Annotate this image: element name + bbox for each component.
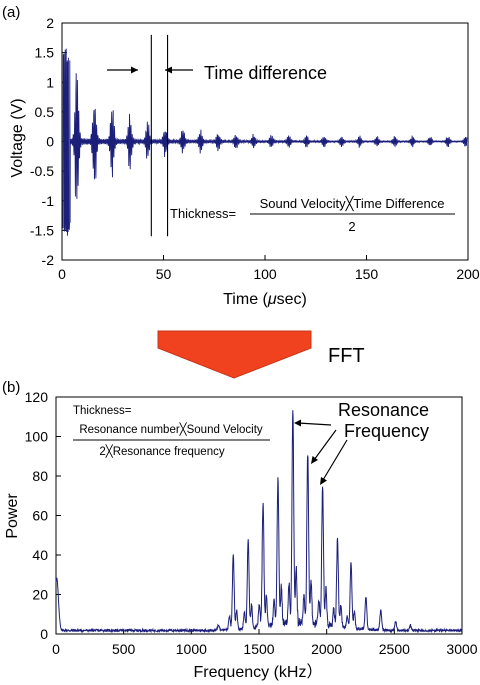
panel-a-y-ticks: -2 -1.5 -1 -0.5 0 0.5 1 1.5 2: [30, 15, 67, 268]
x-tick-label: 0: [58, 266, 66, 282]
formula-b-numerator: Resonance number╳Sound Velocity: [79, 421, 263, 436]
voltage-signal-line: [62, 48, 468, 236]
y-tick-label: 80: [32, 468, 48, 484]
y-tick-label: 2: [46, 15, 54, 31]
y-tick-label: -1: [42, 193, 55, 209]
arrow-down-left-icon: [311, 456, 318, 464]
panel-b-x-ticks: 0 500 1000 1500 2000 2500 3000: [52, 629, 478, 657]
panel-a-y-axis-label: Voltage (V): [9, 98, 26, 177]
formula-a-denominator: 2: [348, 219, 355, 234]
x-axis-label-mu: μ: [267, 291, 277, 308]
x-tick-label: 2500: [379, 641, 410, 657]
thickness-formula-b: Thickness= Resonance number╳Sound Veloci…: [73, 405, 270, 458]
y-tick-label: 0.5: [35, 104, 55, 120]
panel-a-x-axis-label: Time (μsec): [223, 291, 307, 308]
panel-b-y-axis-label: Power: [4, 493, 21, 539]
fft-arrow-icon: [157, 330, 312, 379]
x-tick-label: 150: [355, 266, 379, 282]
y-tick-label: 100: [25, 429, 49, 445]
y-tick-label: 0: [46, 134, 54, 150]
panel-b-spectrum: [55, 410, 463, 634]
y-tick-label: 60: [32, 508, 48, 524]
x-tick-label: 50: [156, 266, 172, 282]
arrow-right-icon: [131, 66, 138, 74]
arrow-left-icon: [294, 419, 301, 427]
time-difference-annotation: Time difference: [107, 63, 327, 83]
x-tick-label: 500: [112, 641, 136, 657]
arrow-left-icon: [165, 66, 172, 74]
power-spectrum-line: [55, 410, 463, 634]
x-tick-label: 0: [52, 641, 60, 657]
y-tick-label: 0: [40, 626, 48, 642]
y-tick-label: 20: [32, 587, 48, 603]
x-tick-label: 3000: [446, 641, 477, 657]
panel-a-label: (a): [2, 4, 20, 21]
panel-a-time-markers: [150, 34, 169, 237]
x-tick-label: 1000: [176, 641, 207, 657]
y-tick-label: 1: [46, 74, 54, 90]
formula-b-denominator: 2╳Resonance frequency: [99, 443, 224, 458]
y-tick-label: 40: [32, 547, 48, 563]
panel-a-x-ticks: 0 50 100 150 200: [58, 255, 480, 282]
arrow-down-left-icon: [320, 477, 327, 485]
y-tick-label: -0.5: [30, 163, 54, 179]
panel-b-label: (b): [2, 379, 20, 396]
fft-transition: FFT: [157, 330, 365, 379]
y-tick-label: -2: [42, 252, 55, 268]
formula-a-numerator: Sound Velocity╳Time Difference: [260, 195, 445, 212]
x-axis-label-suffix: sec): [277, 291, 307, 308]
x-axis-label-prefix: Time (: [223, 291, 268, 308]
resonance-label-line2: Frequency: [344, 421, 429, 441]
x-tick-label: 200: [456, 266, 480, 282]
x-tick-label: 1500: [243, 641, 274, 657]
panel-b-x-axis-label: Frequency (kHz）: [194, 663, 323, 681]
x-tick-label: 100: [253, 266, 277, 282]
x-tick-label: 2000: [311, 641, 342, 657]
y-tick-label: 120: [25, 389, 49, 405]
thickness-formula-a: Thickness= Sound Velocity╳Time Differenc…: [170, 195, 455, 234]
resonance-frequency-annotation: Resonance Frequency: [294, 400, 429, 485]
time-difference-label: Time difference: [204, 63, 327, 83]
panel-a-signal: [62, 48, 468, 236]
formula-a-lhs: Thickness=: [170, 206, 236, 221]
formula-b-lhs: Thickness=: [73, 405, 132, 417]
fft-label: FFT: [328, 345, 365, 367]
resonance-label-line1: Resonance: [338, 400, 429, 420]
panel-b-y-ticks: 0 20 40 60 80 100 120: [25, 389, 61, 642]
panel-a: (a) -2 -1.5 -1 -0.5 0 0.5 1 1.5 2 0 50 100 150 200 V…: [2, 4, 480, 308]
y-tick-label: 1.5: [35, 45, 55, 61]
panel-b: (b) 0 20 40 60 80 100 120 0 500 1000 1500 2000 2500…: [2, 379, 478, 681]
y-tick-label: -1.5: [30, 222, 54, 238]
